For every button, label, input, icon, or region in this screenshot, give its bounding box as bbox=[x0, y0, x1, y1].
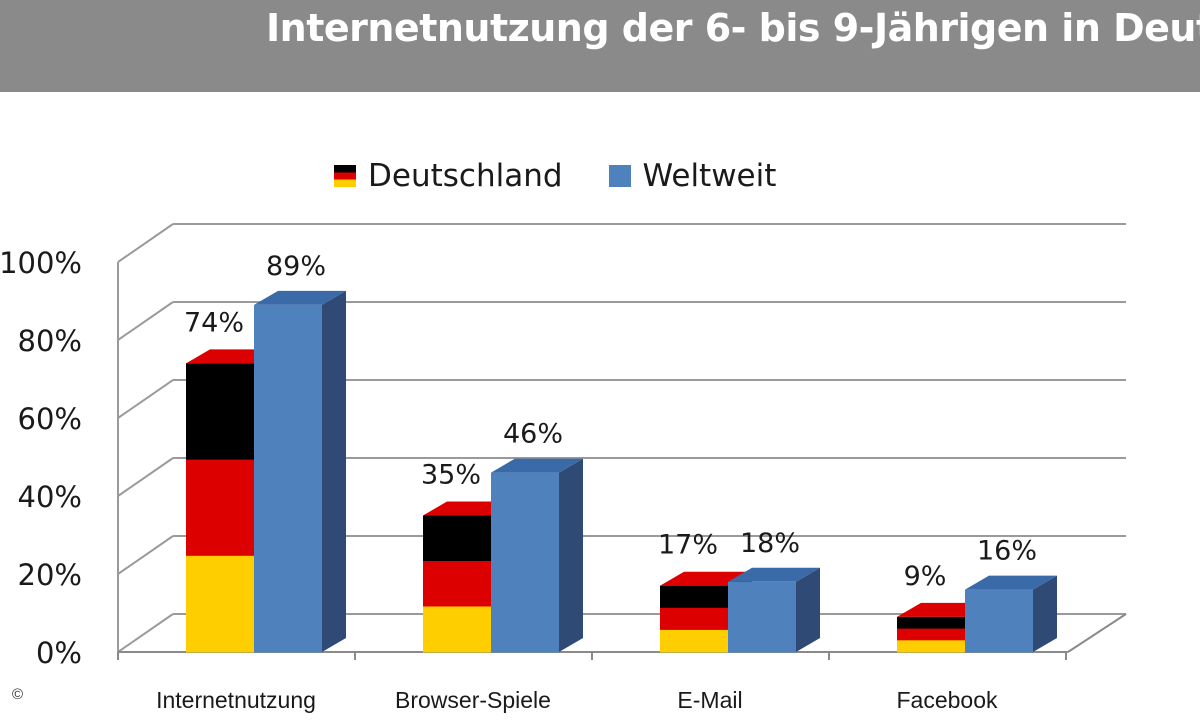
bar-weltweit-front bbox=[254, 304, 322, 653]
bar-deutschland-front bbox=[897, 616, 965, 630]
bar-deutschland-front bbox=[660, 629, 728, 653]
bar-deutschland-front bbox=[186, 555, 254, 653]
bar-deutschland-front bbox=[423, 561, 491, 607]
bar-weltweit-top bbox=[254, 290, 346, 305]
bar-weltweit-side bbox=[559, 458, 583, 652]
data-label-weltweit: 89% bbox=[266, 251, 326, 282]
copyright-mark: © bbox=[12, 686, 24, 703]
bar-deutschland-front bbox=[423, 606, 491, 653]
bar-weltweit-top bbox=[728, 567, 820, 582]
y-tick-label: 100% bbox=[0, 246, 82, 280]
bar-weltweit-side bbox=[1033, 575, 1057, 652]
bar-weltweit-front bbox=[965, 589, 1033, 653]
legend-item-weltweit: Weltweit bbox=[608, 158, 777, 194]
x-tick-label: Browser-Spiele bbox=[395, 687, 551, 713]
gridline-diagonal bbox=[117, 301, 174, 341]
data-label-deutschland: 17% bbox=[658, 530, 718, 561]
data-label-deutschland: 35% bbox=[421, 460, 481, 491]
bar-deutschland-front bbox=[423, 515, 491, 562]
x-tick-label: Internetnutzung bbox=[156, 687, 316, 713]
data-label-weltweit: 18% bbox=[740, 528, 800, 559]
legend-swatch-deutschland bbox=[334, 165, 356, 187]
data-label-weltweit: 16% bbox=[977, 536, 1037, 567]
bar-weltweit-top bbox=[491, 458, 583, 473]
legend: Deutschland Weltweit bbox=[334, 156, 822, 196]
chart-title: Internetnutzung der 6- bis 9-Jährigen in… bbox=[266, 6, 1200, 50]
legend-label-deutschland: Deutschland bbox=[368, 158, 563, 194]
floor-right-edge bbox=[1067, 613, 1127, 653]
gridline-diagonal bbox=[117, 223, 174, 263]
title-bar: Internetnutzung der 6- bis 9-Jährigen in… bbox=[0, 0, 1200, 92]
bar-deutschland-front bbox=[186, 459, 254, 557]
y-tick-label: 0% bbox=[36, 636, 82, 670]
bar-deutschland-front bbox=[660, 585, 728, 609]
bar-deutschland-front bbox=[660, 607, 728, 631]
y-tick-label: 60% bbox=[18, 402, 82, 436]
legend-swatch-weltweit bbox=[608, 165, 631, 187]
gridline-diagonal bbox=[117, 379, 174, 419]
bar-deutschland-front bbox=[897, 640, 965, 653]
bar-weltweit-side bbox=[322, 290, 346, 652]
gridline-diagonal bbox=[117, 535, 174, 575]
data-label-deutschland: 9% bbox=[904, 561, 947, 592]
bar-weltweit-side bbox=[796, 567, 820, 652]
data-label-weltweit: 46% bbox=[503, 419, 563, 450]
gridline-diagonal bbox=[117, 613, 174, 653]
data-label-deutschland: 74% bbox=[184, 307, 244, 338]
bar-deutschland-front bbox=[186, 363, 254, 461]
y-tick-label: 40% bbox=[18, 480, 82, 514]
bar-weltweit-front bbox=[491, 472, 559, 653]
legend-label-weltweit: Weltweit bbox=[642, 158, 777, 194]
y-tick-label: 20% bbox=[18, 558, 82, 592]
bar-weltweit-front bbox=[728, 581, 796, 653]
x-tick-label: E-Mail bbox=[677, 687, 742, 713]
legend-item-deutschland: Deutschland bbox=[334, 158, 563, 194]
y-tick-label: 80% bbox=[18, 324, 82, 358]
gridline-diagonal bbox=[117, 457, 174, 497]
bar-weltweit-top bbox=[965, 575, 1057, 590]
x-tick-label: Facebook bbox=[896, 687, 998, 713]
bar-deutschland-front bbox=[897, 628, 965, 641]
